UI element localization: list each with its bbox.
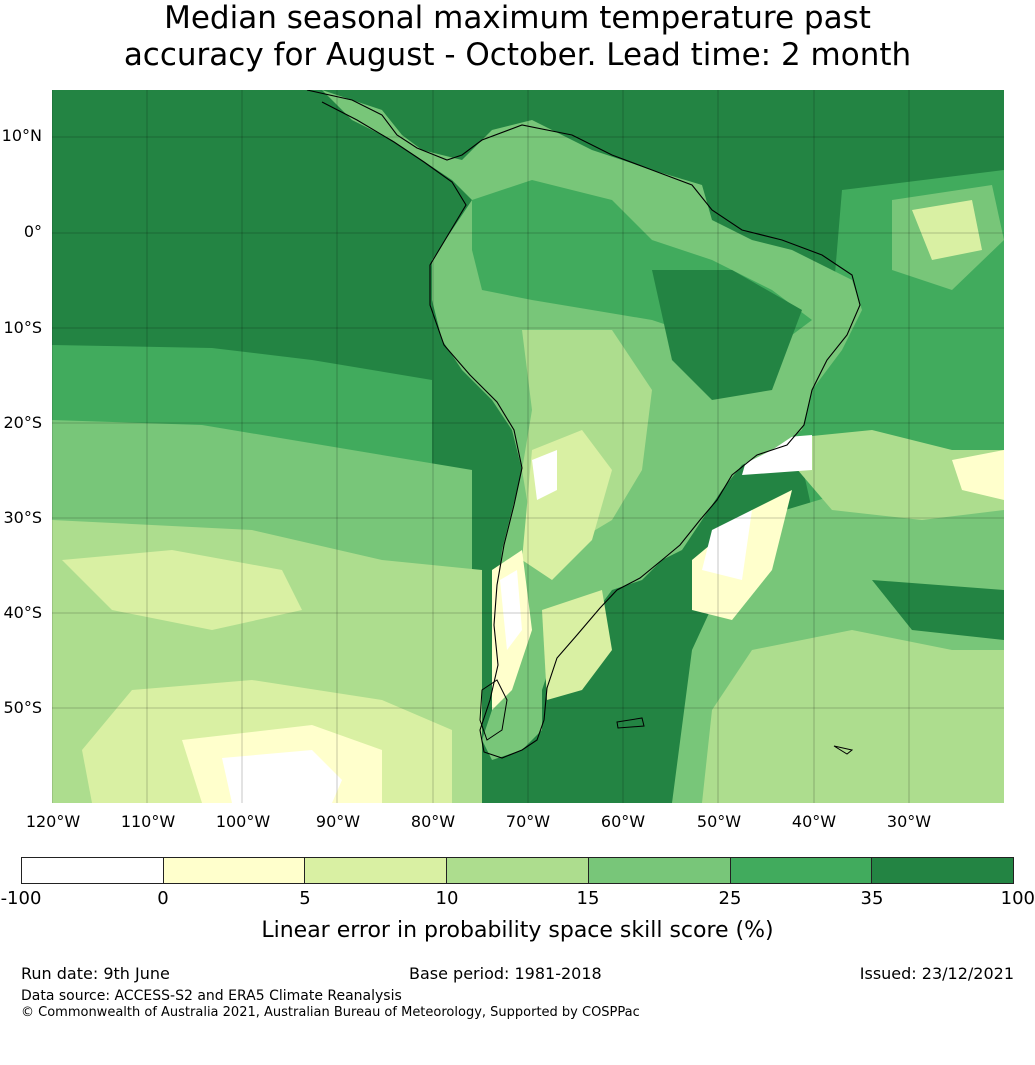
altiplano-white [532, 450, 557, 500]
data-source: Data source: ACCESS-S2 and ERA5 Climate … [21, 988, 402, 1004]
colorbar-label: Linear error in probability space skill … [261, 918, 774, 943]
uruguay-coast-white [702, 510, 752, 580]
lon-label-90w: 90°W [315, 812, 361, 831]
colorbar-tick-0: -100 [0, 888, 42, 909]
map-title: Median seasonal maximum temperature past… [0, 0, 1035, 74]
lat-label-30s: 30°S [3, 508, 42, 527]
colorbar-tick-4: 15 [576, 888, 600, 909]
map-svg [52, 90, 1004, 803]
title-line-1: Median seasonal maximum temperature past [164, 0, 871, 36]
pacific-patch-1 [62, 550, 302, 630]
colorbar-tick-6: 35 [860, 888, 884, 909]
lat-label-40s: 40°S [3, 603, 42, 622]
copyright-notice: © Commonwealth of Australia 2021, Austra… [21, 1005, 640, 1020]
lat-label-10n: 10°N [1, 126, 42, 145]
coastline [306, 90, 861, 759]
lon-label-110w: 110°W [120, 812, 176, 831]
skill-score-map [52, 90, 1004, 803]
patagonia-band [542, 590, 612, 700]
lat-label-0: 0° [23, 222, 42, 241]
lon-label-50w: 50°W [696, 812, 742, 831]
colorbar [21, 857, 1014, 884]
lon-label-70w: 70°W [505, 812, 551, 831]
south-atlantic-band-2 [772, 430, 1004, 520]
atlantic-patch-2 [912, 200, 982, 260]
graticule [52, 90, 1004, 803]
falkland-islands [616, 717, 645, 729]
colorbar-segment-4 [447, 858, 589, 883]
base-period: Base period: 1981-2018 [409, 964, 602, 983]
lon-label-80w: 80°W [410, 812, 456, 831]
chile-fjords [479, 679, 508, 741]
colorbar-tick-3: 10 [435, 888, 459, 909]
lat-label-20s: 20°S [3, 413, 42, 432]
south-pacific-white [222, 750, 342, 803]
colorbar-tick-1: 0 [157, 888, 169, 909]
lon-label-60w: 60°W [600, 812, 646, 831]
south-atlantic-light [952, 450, 1004, 500]
lon-label-30w: 30°W [886, 812, 932, 831]
south-georgia [833, 745, 854, 755]
colorbar-segment-3 [305, 858, 448, 883]
lat-label-10s: 10°S [3, 318, 42, 337]
colorbar-tick-5: 25 [718, 888, 742, 909]
colorbar-segment-7 [872, 858, 1014, 883]
north-east-brazil [652, 270, 802, 400]
run-date: Run date: 9th June [21, 964, 170, 983]
south-atlantic-dark [872, 580, 1004, 640]
lon-label-100w: 100°W [215, 812, 271, 831]
lon-label-120w: 120°W [25, 812, 81, 831]
lat-label-50s: 50°S [3, 698, 42, 717]
colorbar-tick-7: 100 [1000, 888, 1035, 909]
colorbar-segment-5 [588, 858, 731, 883]
title-line-2: accuracy for August - October. Lead time… [123, 37, 912, 73]
colorbar-tick-2: 5 [299, 888, 311, 909]
colorbar-segment-1 [22, 858, 164, 883]
chile-white [500, 570, 522, 650]
south-atlantic-band-3 [702, 630, 1004, 803]
lon-label-40w: 40°W [791, 812, 837, 831]
colorbar-segment-2 [163, 858, 306, 883]
colorbar-segment-6 [730, 858, 873, 883]
issued-date: Issued: 23/12/2021 [859, 964, 1014, 983]
